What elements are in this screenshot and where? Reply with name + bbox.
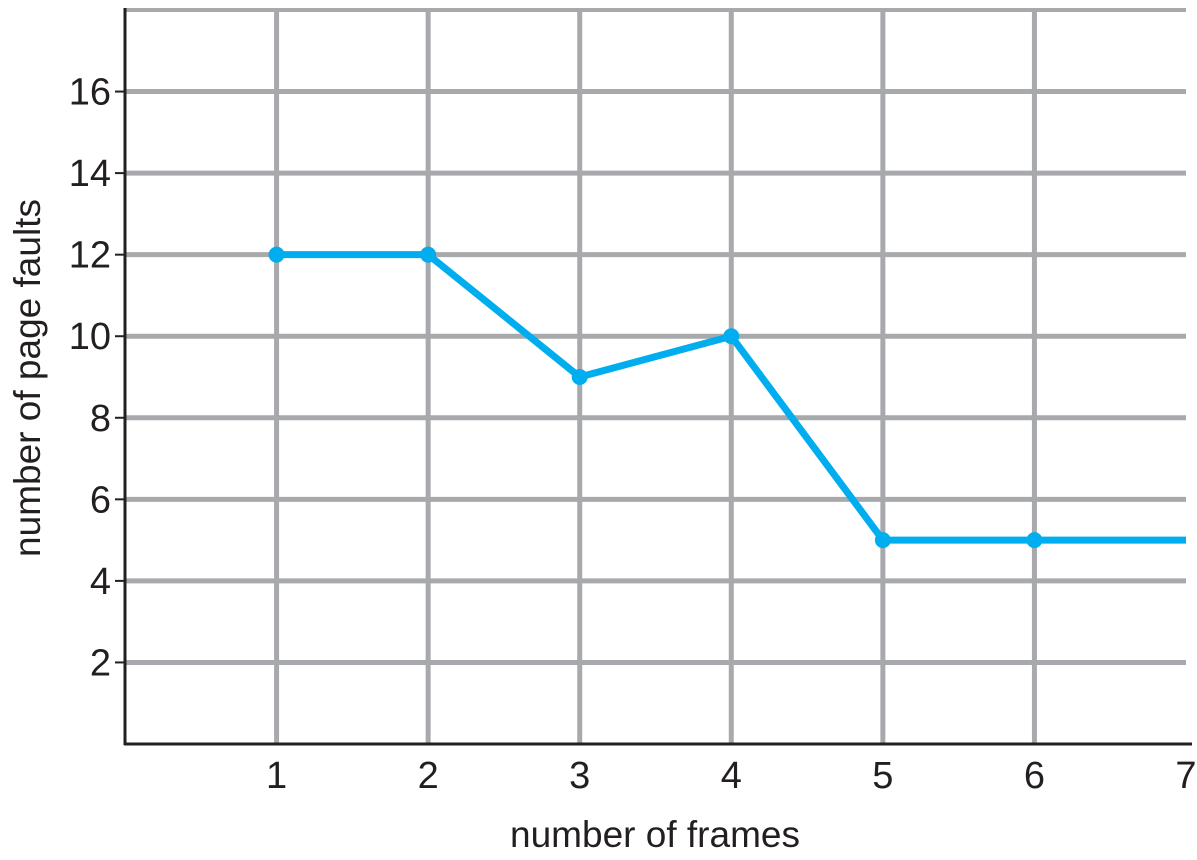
y-axis-title: number of page faults xyxy=(7,199,48,557)
y-tick-label-2: 2 xyxy=(90,642,111,684)
x-tick-label-5: 5 xyxy=(872,755,893,797)
data-point-x1 xyxy=(268,246,285,263)
axis-layer xyxy=(115,8,1192,746)
x-tick-label-3: 3 xyxy=(569,755,590,797)
data-point-x4 xyxy=(723,328,740,345)
data-point-x6 xyxy=(1026,532,1043,549)
x-axis-title: number of frames xyxy=(510,814,800,855)
y-tick-label-8: 8 xyxy=(90,398,111,440)
x-tick-label-1: 1 xyxy=(266,755,287,797)
x-tick-label-7: 7 xyxy=(1175,755,1196,797)
data-point-x5 xyxy=(874,532,891,549)
data-point-x3 xyxy=(571,369,588,385)
x-tick-label-2: 2 xyxy=(418,755,439,797)
grid-layer xyxy=(125,8,1186,744)
y-tick-label-12: 12 xyxy=(69,235,111,277)
data-point-x2 xyxy=(420,246,437,263)
x-tick-label-4: 4 xyxy=(721,755,742,797)
y-tick-label-10: 10 xyxy=(69,316,111,358)
y-tick-label-16: 16 xyxy=(69,72,111,114)
x-tick-label-6: 6 xyxy=(1024,755,1045,797)
series-layer xyxy=(268,246,1186,549)
y-tick-label-4: 4 xyxy=(90,561,111,603)
y-tick-label-14: 14 xyxy=(69,153,111,195)
y-tick-label-6: 6 xyxy=(90,479,111,521)
